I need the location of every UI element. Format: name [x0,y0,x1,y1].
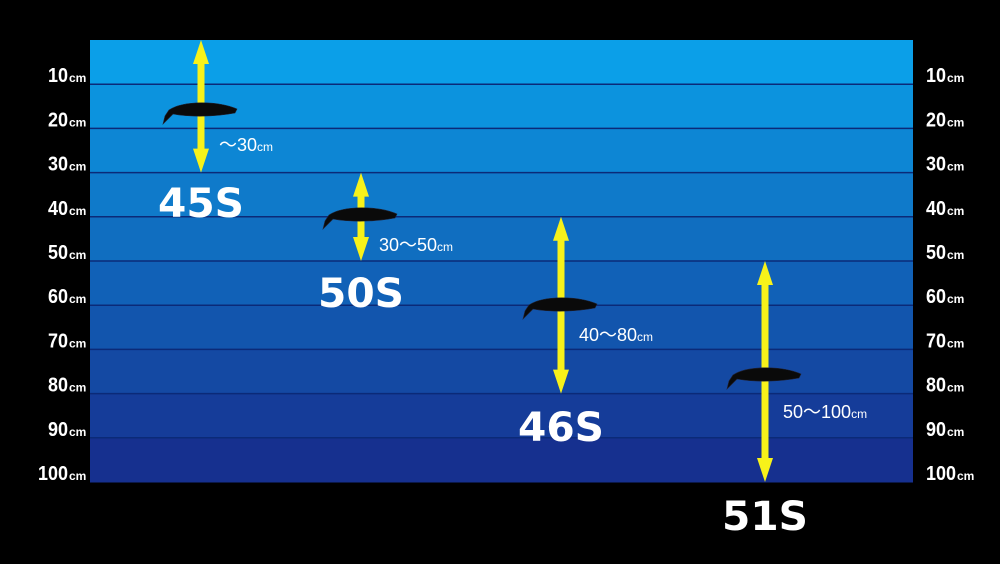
depth-unit-label: cm [69,425,86,439]
depth-unit-label: cm [947,160,964,174]
lure-silhouette-icon [162,102,238,125]
depth-unit-label: cm [947,71,964,85]
depth-tick-label: 60 [926,286,946,308]
depth-unit-label: cm [69,381,86,395]
lure-46S: 40～80cm 46S [518,216,653,451]
arrow-down-icon [757,458,773,482]
depth-band [90,437,913,483]
depth-unit-label: cm [947,336,964,350]
depth-band [90,393,913,439]
arrow-up-icon [193,40,209,64]
depth-tick-label: 50 [48,242,68,264]
depth-tick-label: 20 [926,109,946,131]
depth-range-label: ～30cm [219,135,273,155]
depth-band [90,172,913,218]
depth-band [90,40,913,85]
depth-unit-label: cm [957,469,974,483]
lure-50S: 30～50cm 50S [318,172,453,317]
water-panel [90,40,913,483]
depth-band [90,128,913,174]
depth-unit-label: cm [69,204,86,218]
lure-silhouette-icon [322,207,398,230]
depth-range-label: 50～100cm [783,402,867,422]
arrow-down-icon [553,369,569,394]
depth-tick-label: 40 [48,198,68,220]
lure-model-name: 50S [318,271,404,317]
depth-range-label: 30～50cm [379,235,453,255]
depth-tick-label: 60 [48,286,68,308]
depth-unit-label: cm [69,160,86,174]
depth-band [90,305,913,350]
depth-unit-label: cm [69,115,86,129]
depth-band [90,216,913,262]
arrow-up-icon [353,172,369,197]
depth-tick-label: 90 [926,419,946,441]
depth-unit-label: cm [69,292,86,306]
depth-tick-label: 10 [48,65,68,87]
arrow-up-icon [553,216,569,241]
depth-unit-label: cm [69,248,86,262]
range-value: 50～100 [783,402,851,422]
depth-band [90,261,913,306]
arrow-down-icon [353,237,369,261]
depth-tick-label: 50 [926,242,946,264]
arrow-down-icon [193,148,209,173]
range-value: 30～50 [379,235,437,255]
depth-unit-label: cm [947,381,964,395]
depth-unit-label: cm [69,336,86,350]
depth-tick-label: 20 [48,109,68,131]
depth-tick-label: 100 [926,463,956,485]
depth-tick-label: 30 [48,154,68,176]
lure-51S: 50～100cm 51S [722,261,867,540]
depth-unit-label: cm [69,71,86,85]
lure-model-name: 51S [722,494,808,540]
lure-45S: ～30cm 45S [158,40,273,227]
depth-unit-label: cm [947,115,964,129]
depth-tick-label: 40 [926,198,946,220]
depth-tick-label: 30 [926,154,946,176]
lure-silhouette-icon [726,367,802,390]
depth-tick-label: 90 [48,419,68,441]
depth-unit-label: cm [947,292,964,306]
depth-unit-label: cm [947,248,964,262]
range-unit: cm [437,240,453,254]
depth-unit-label: cm [947,425,964,439]
range-value: ～30 [219,135,257,155]
range-unit: cm [637,330,653,344]
range-unit: cm [851,407,867,421]
depth-range-label: 40～80cm [579,325,653,345]
depth-unit-label: cm [947,204,964,218]
lure-model-name: 46S [518,405,604,451]
depth-tick-label: 100 [38,463,68,485]
depth-unit-label: cm [69,469,86,483]
depth-tick-label: 70 [48,330,68,352]
depth-tick-label: 10 [926,65,946,87]
depth-tick-label: 80 [48,375,68,397]
range-value: 40～80 [579,325,637,345]
lure-silhouette-icon [522,297,598,320]
range-unit: cm [257,140,273,154]
depth-tick-label: 70 [926,330,946,352]
lure-model-name: 45S [158,181,244,227]
depth-tick-label: 80 [926,375,946,397]
arrow-up-icon [757,261,773,285]
